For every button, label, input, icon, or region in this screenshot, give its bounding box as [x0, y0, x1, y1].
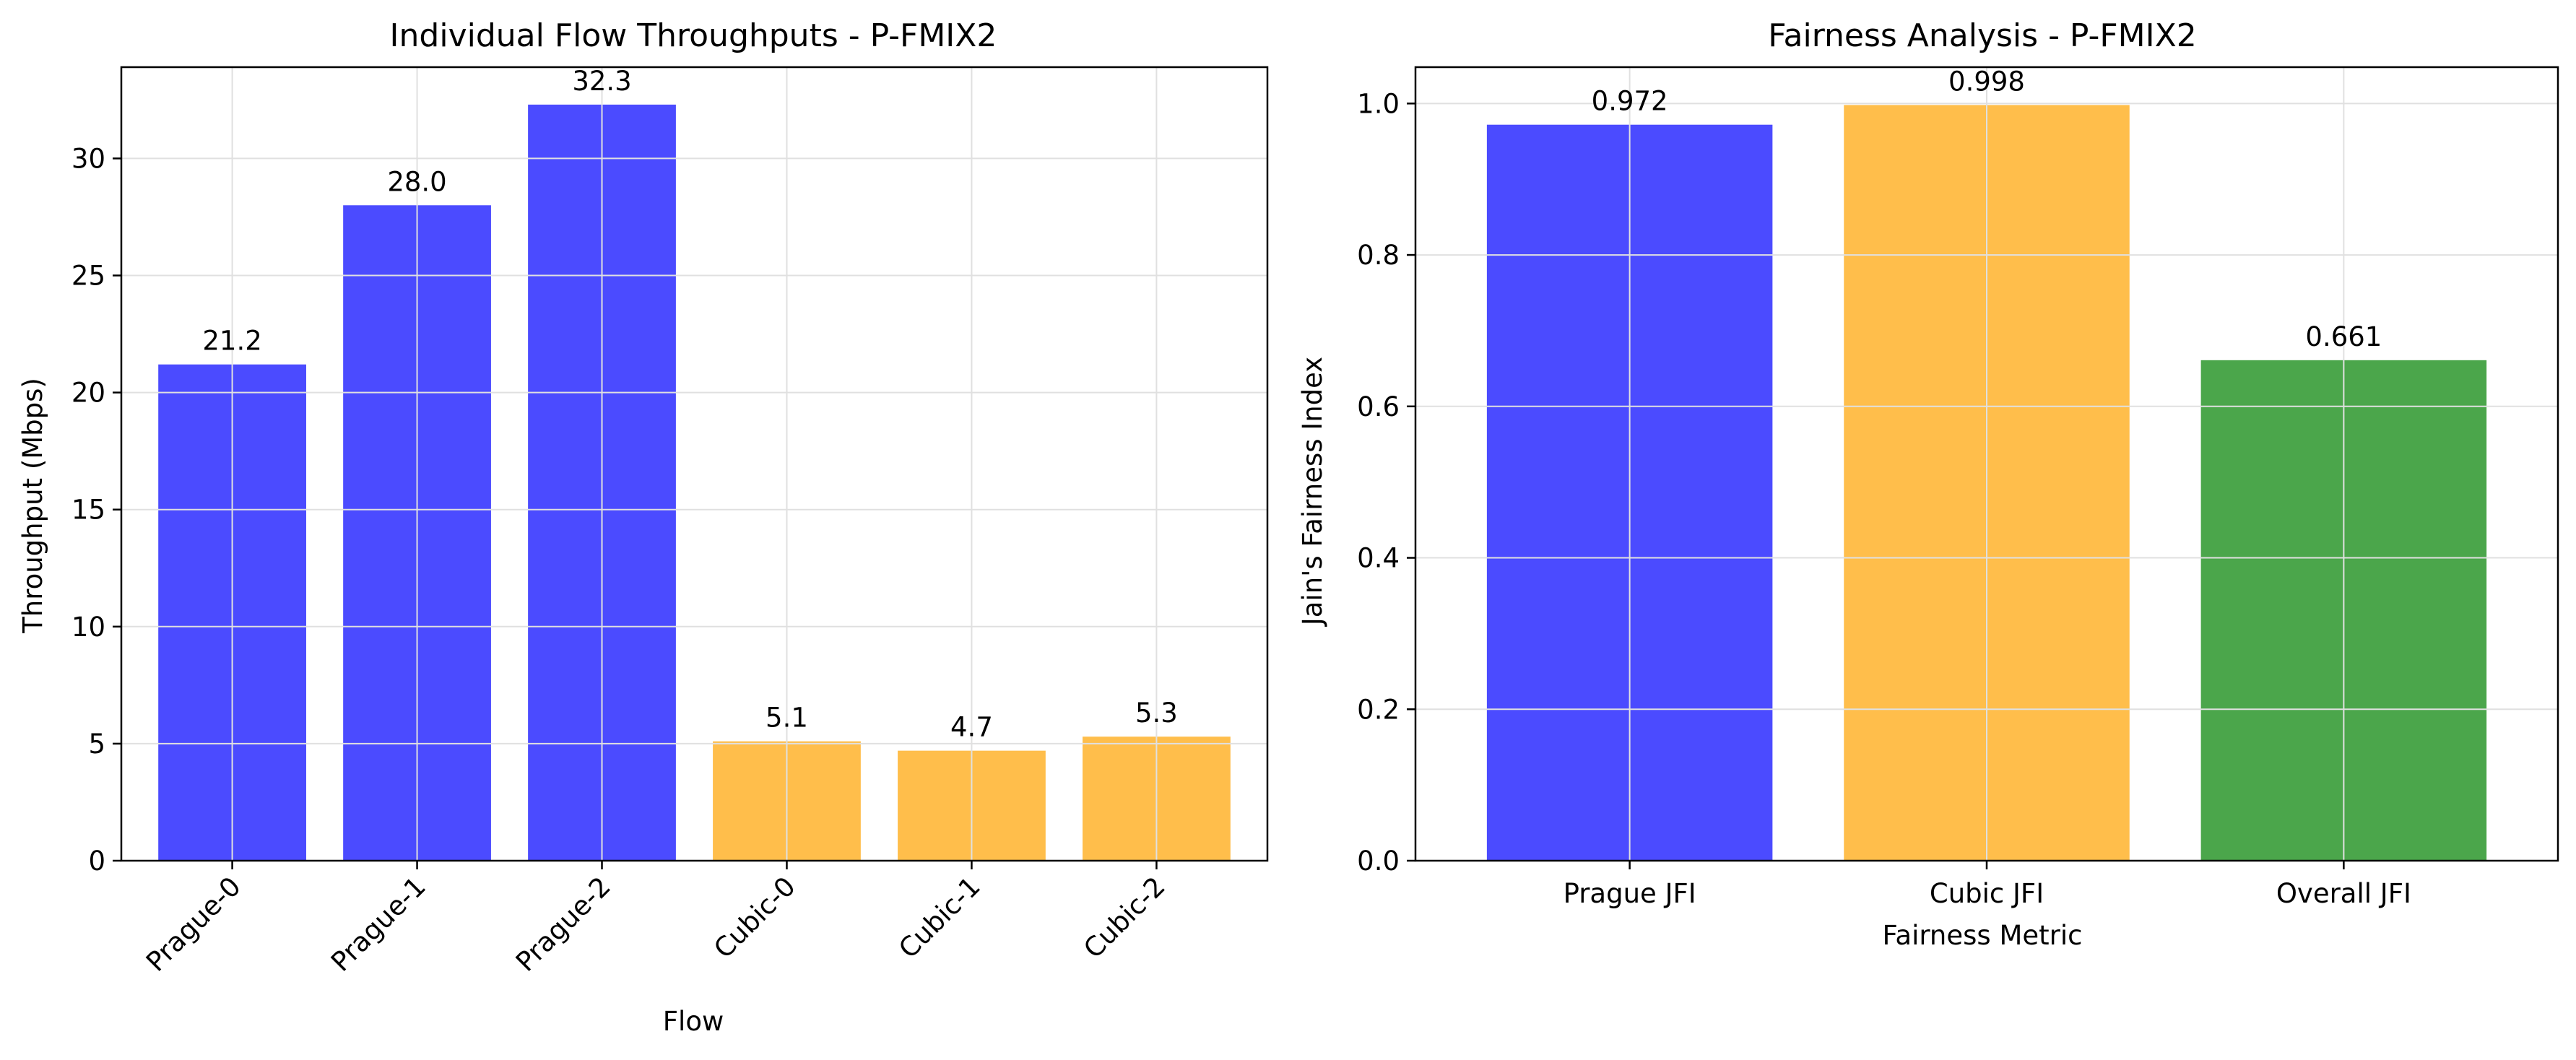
y-tick-label: 0	[88, 846, 105, 877]
y-tick-label: 25	[71, 261, 105, 292]
data-label: 5.3	[1135, 698, 1178, 729]
y-tick-label: 30	[71, 143, 105, 174]
fairness-chart: Fairness Analysis - P-FMIX2 0.9720.9980.…	[1297, 17, 2559, 951]
plot-frame	[120, 66, 1269, 862]
y-tick-label: 10	[71, 612, 105, 643]
grid	[1415, 67, 2558, 861]
data-labels: 21.2 28.0 32.3 5.1 4.7 5.3	[202, 66, 1177, 743]
chart-title: Individual Flow Throughputs - P-FMIX2	[390, 17, 997, 54]
y-axis-label: Jain's Fairness Index	[1297, 357, 1328, 627]
data-label: 0.661	[2305, 321, 2382, 352]
y-axis-label: Throughput (Mbps)	[17, 378, 48, 634]
x-ticks: Prague JFI Cubic JFI Overall JFI	[1564, 861, 2411, 909]
x-axis-label: Fairness Metric	[1883, 920, 2083, 951]
data-label: 4.7	[950, 712, 993, 743]
chart-title: Fairness Analysis - P-FMIX2	[1768, 17, 2197, 54]
y-tick-label: 15	[71, 495, 105, 526]
data-label: 21.2	[202, 326, 261, 357]
data-label: 32.3	[572, 66, 631, 97]
y-tick-label: 0.2	[1357, 694, 1400, 725]
x-axis-label: Flow	[663, 1006, 724, 1037]
y-tick-label: 0.8	[1357, 240, 1400, 271]
x-tick-label: Prague JFI	[1564, 878, 1696, 909]
y-tick-label: 5	[88, 729, 105, 760]
x-tick-label: Overall JFI	[2276, 878, 2411, 909]
y-tick-label: 1.0	[1357, 88, 1400, 119]
y-tick-label: 0.6	[1357, 391, 1400, 422]
y-ticks: 0.0 0.2 0.4 0.6 0.8 1.0	[1357, 88, 1415, 877]
y-tick-label: 20	[71, 378, 105, 409]
y-ticks: 0 5 10 15 20 25 30	[71, 143, 121, 877]
x-tick-label: Cubic JFI	[1930, 878, 2044, 909]
y-tick-label: 0.4	[1357, 543, 1400, 574]
data-label: 5.1	[766, 703, 808, 734]
data-labels: 0.972 0.998 0.661	[1592, 66, 2382, 352]
y-tick-label: 0.0	[1357, 846, 1400, 877]
throughput-chart: Individual Flow Throughputs - P-FMIX2 21…	[17, 17, 1269, 1037]
data-label: 28.0	[387, 166, 446, 197]
data-label: 0.972	[1592, 86, 1668, 117]
data-label: 0.998	[1948, 66, 2025, 97]
